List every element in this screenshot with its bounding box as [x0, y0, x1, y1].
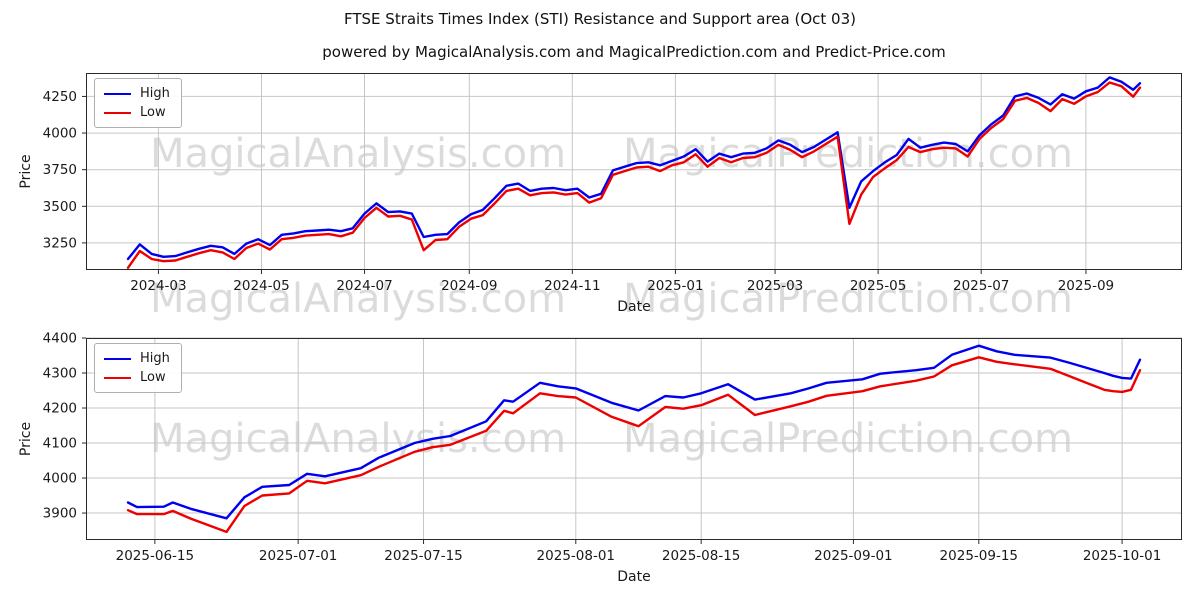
legend-entry-high: High — [104, 349, 170, 368]
high-line-swatch — [104, 357, 131, 360]
y-axis-label: Price — [18, 154, 34, 188]
low-line-swatch — [104, 376, 131, 379]
x-tick-label: 2025-07-15 — [384, 548, 462, 564]
x-tick-label: 2025-05 — [850, 278, 906, 294]
y-tick-label: 4100 — [43, 436, 77, 452]
x-tick-label: 2025-07 — [953, 278, 1009, 294]
top-chart-legend: High Low — [94, 78, 182, 128]
low-line — [126, 356, 1142, 534]
high-line-swatch — [104, 92, 131, 95]
x-tick-label: 2024-05 — [233, 278, 289, 294]
y-tick-label: 3750 — [43, 162, 77, 178]
x-tick-label: 2025-10-01 — [1083, 548, 1161, 564]
x-tick-label: 2024-07 — [336, 278, 392, 294]
y-tick-label: 3500 — [43, 199, 77, 215]
legend-label-low: Low — [140, 105, 166, 120]
top-chart-canvas: 2024-03 2024-05 2024-07 2024-09 2024-11 2025-… — [18, 73, 1182, 315]
x-axis-label: Date — [617, 299, 650, 315]
axes-spine — [86, 73, 1182, 270]
low-line-swatch — [104, 111, 131, 114]
x-tick-label: 2024-09 — [441, 278, 497, 294]
x-tick-label: 2025-08-01 — [537, 548, 615, 564]
bottom-chart: 2025-06-15 2025-07-01 2025-07-15 2025-08-01… — [18, 331, 1182, 585]
legend-entry-high: High — [104, 84, 170, 103]
x-tick-label: 2025-08-15 — [662, 548, 740, 564]
y-tick-label: 4400 — [43, 331, 77, 347]
legend-label-high: High — [140, 351, 170, 366]
bottom-chart-legend: High Low — [94, 343, 182, 393]
legend-entry-low: Low — [104, 103, 170, 122]
chart-subtitle: powered by MagicalAnalysis.com and Magic… — [322, 43, 946, 61]
legend-label-low: Low — [140, 370, 166, 385]
low-line — [126, 81, 1142, 270]
y-tick-label: 4000 — [43, 126, 77, 142]
top-chart: 2024-03 2024-05 2024-07 2024-09 2024-11 2025-… — [18, 73, 1182, 315]
x-tick-label: 2025-03 — [747, 278, 803, 294]
x-axis-label: Date — [617, 569, 650, 585]
x-tick-label: 2025-09 — [1058, 278, 1114, 294]
chart-title: FTSE Straits Times Index (STI) Resistanc… — [344, 10, 856, 28]
axes-spine — [86, 338, 1182, 540]
high-line — [126, 344, 1142, 520]
y-tick-label: 4000 — [43, 471, 77, 487]
legend-entry-low: Low — [104, 368, 170, 387]
y-tick-label: 3250 — [43, 235, 77, 251]
y-tick-label: 4250 — [43, 89, 77, 105]
x-tick-label: 2025-09-01 — [814, 548, 892, 564]
bottom-chart-canvas: 2025-06-15 2025-07-01 2025-07-15 2025-08-01… — [18, 331, 1182, 585]
high-line — [126, 76, 1142, 261]
x-tick-label: 2025-09-15 — [940, 548, 1018, 564]
x-tick-label: 2025-01 — [647, 278, 703, 294]
x-tick-label: 2024-03 — [130, 278, 186, 294]
y-tick-label: 3900 — [43, 506, 77, 522]
y-axis-label: Price — [18, 422, 34, 456]
legend-label-high: High — [140, 86, 170, 101]
y-tick-label: 4200 — [43, 401, 77, 417]
x-tick-label: 2025-07-01 — [259, 548, 337, 564]
y-tick-label: 4300 — [43, 366, 77, 382]
x-tick-label: 2024-11 — [544, 278, 600, 294]
x-tick-label: 2025-06-15 — [116, 548, 194, 564]
